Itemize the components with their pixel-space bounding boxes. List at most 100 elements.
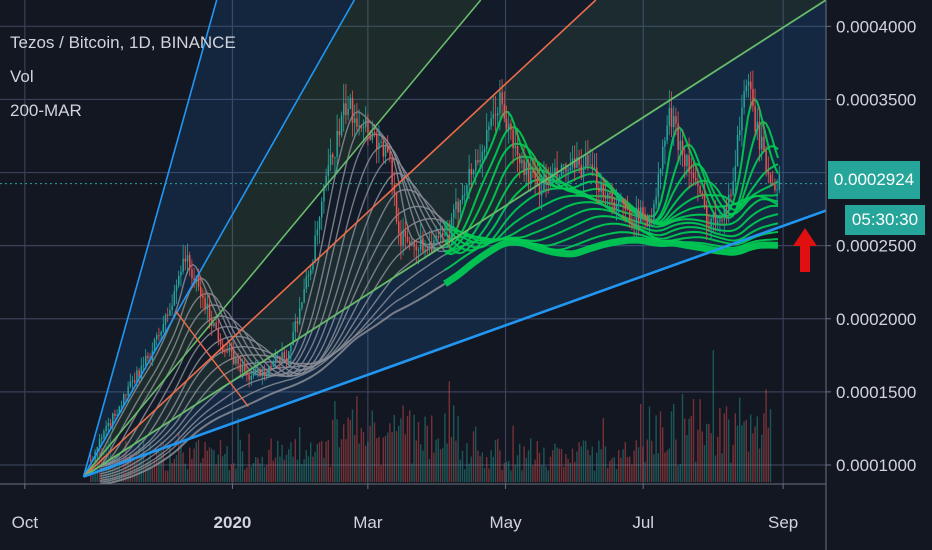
- candle-body: [233, 351, 235, 364]
- volume-bar: [428, 459, 431, 482]
- candle-body: [470, 168, 473, 175]
- candle-body: [125, 394, 127, 396]
- volume-bar: [281, 444, 283, 482]
- volume-bar: [543, 447, 545, 482]
- volume-bar: [310, 442, 312, 482]
- symbol-title[interactable]: Tezos / Bitcoin, 1D, BINANCE: [10, 33, 236, 52]
- candle-body: [206, 303, 209, 310]
- volume-bar: [593, 470, 596, 482]
- chart-legend: Tezos / Bitcoin, 1D, BINANCE Vol 200-MAR: [10, 26, 236, 128]
- volume-bar: [626, 457, 629, 482]
- candle-body: [186, 255, 189, 262]
- candle-body: [512, 129, 514, 149]
- volume-bar: [730, 462, 732, 482]
- volume-bar: [340, 439, 343, 482]
- candle-body: [536, 178, 539, 185]
- candle-body: [750, 81, 752, 90]
- candle-body: [140, 365, 143, 378]
- volume-bar: [763, 413, 765, 482]
- candle-body: [593, 167, 596, 169]
- volume-bar: [695, 461, 697, 482]
- volume-bar: [235, 468, 237, 482]
- candle-body: [479, 159, 481, 163]
- candle-body: [477, 160, 479, 163]
- candle-body: [239, 363, 242, 373]
- ribbon-line-grey: [99, 253, 446, 482]
- volume-bar: [587, 449, 589, 482]
- volume-bar: [558, 448, 560, 482]
- volume-bar: [607, 467, 609, 482]
- candle-body: [230, 348, 233, 352]
- volume-bar: [761, 434, 763, 482]
- candle-body: [472, 170, 475, 175]
- volume-bar: [545, 466, 547, 482]
- candle-body: [778, 174, 781, 190]
- candle-body: [323, 185, 325, 202]
- ribbon-line-grey: [99, 217, 446, 475]
- volume-bar: [455, 440, 457, 482]
- candle-body: [598, 187, 600, 192]
- volume-bar: [332, 419, 334, 482]
- volume-bar: [369, 425, 371, 482]
- candle-body: [461, 195, 464, 200]
- candle-body: [686, 155, 688, 167]
- candle-body: [769, 174, 772, 184]
- candle-body: [244, 366, 246, 372]
- volume-bar: [384, 435, 387, 482]
- candle-body: [712, 213, 715, 219]
- volume-bar: [200, 462, 202, 482]
- candle-body: [455, 201, 457, 210]
- volume-bar: [389, 423, 391, 482]
- candle-body: [437, 236, 440, 238]
- volume-bar: [252, 462, 255, 482]
- candle-body: [316, 229, 319, 236]
- volume-bar: [653, 454, 655, 482]
- volume-bar: [424, 416, 426, 482]
- x-tick-label: Oct: [12, 513, 39, 532]
- volume-bar: [602, 418, 604, 482]
- volume-bar: [670, 411, 673, 482]
- candle-body: [318, 217, 321, 230]
- candle-body: [402, 230, 404, 246]
- volume-bar: [439, 449, 442, 482]
- candle-body: [248, 374, 250, 380]
- candle-body: [721, 219, 723, 221]
- volume-bar: [536, 440, 538, 482]
- volume-bar: [417, 421, 420, 482]
- volume-bar: [508, 460, 510, 482]
- volume-bar: [657, 453, 659, 482]
- candle-body: [576, 157, 578, 168]
- candle-body: [226, 351, 228, 353]
- candle-body: [453, 209, 455, 218]
- volume-bar: [415, 440, 417, 482]
- volume-bar: [655, 415, 657, 482]
- x-tick-label: 2020: [214, 513, 252, 532]
- candle-body: [250, 375, 253, 380]
- last-price-badge: 0.0002924: [828, 161, 920, 199]
- volume-bar: [327, 440, 329, 482]
- candle-body: [362, 127, 365, 129]
- candle-body: [400, 233, 402, 246]
- candle-body: [101, 437, 103, 440]
- candle-body: [527, 162, 530, 183]
- volume-bar: [378, 436, 380, 482]
- volume-bar: [662, 427, 664, 482]
- candle-body: [706, 206, 708, 226]
- candle-body: [164, 314, 167, 325]
- volume-bar: [402, 405, 404, 482]
- candle-body: [739, 130, 741, 135]
- volume-bar: [354, 434, 356, 482]
- candle-body: [723, 207, 726, 220]
- candle-body: [466, 184, 468, 195]
- volume-bar: [213, 450, 215, 482]
- chart-grid: [0, 0, 826, 484]
- volume-indicator-label[interactable]: Vol: [10, 67, 34, 86]
- candle-body: [714, 213, 717, 224]
- candle-body: [710, 218, 712, 227]
- ribbon-indicator-label[interactable]: 200-MAR: [10, 101, 82, 120]
- gann-fan-lines[interactable]: [82, 0, 827, 478]
- candle-body: [373, 131, 376, 134]
- candle-body: [615, 203, 618, 210]
- candle-body: [758, 121, 761, 150]
